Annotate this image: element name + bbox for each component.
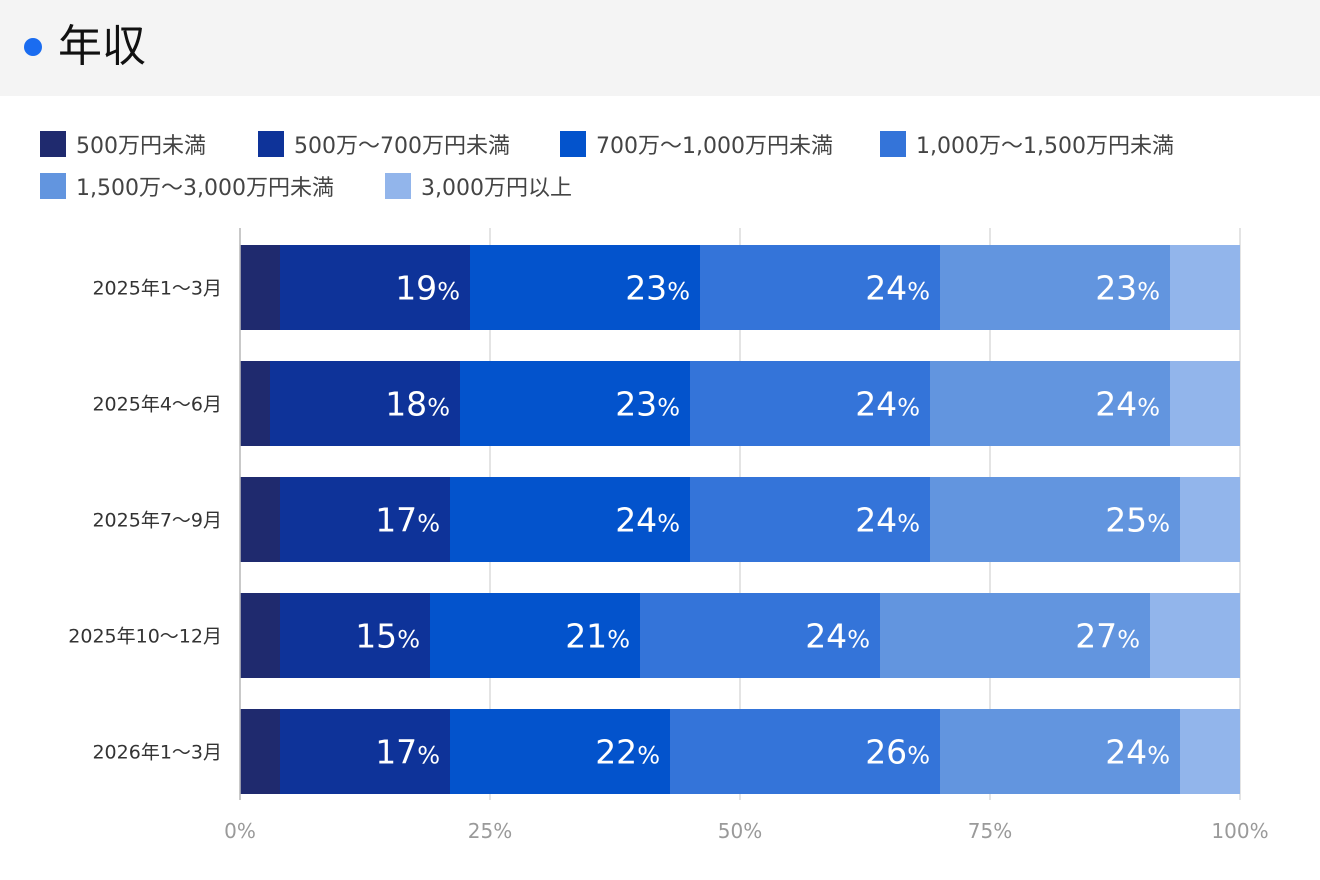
category-label: 2026年1〜3月 [92, 742, 222, 764]
bar-segment [930, 361, 1170, 446]
category-label: 2025年7〜9月 [92, 510, 222, 532]
bar-segment [280, 245, 470, 330]
data-label: 24% [805, 617, 870, 656]
legend-label: 1,000万〜1,500万円未満 [916, 134, 1174, 159]
bar-segment [940, 709, 1180, 794]
legend-item: 500万〜700万円未満 [258, 124, 510, 164]
bar-segment [930, 477, 1180, 562]
bar-segment [270, 361, 460, 446]
bar-segment [1170, 245, 1240, 330]
legend-item: 3,000万円以上 [385, 166, 572, 206]
data-label: 24% [855, 385, 920, 424]
x-tick-label: 0% [224, 819, 256, 843]
data-label: 24% [1095, 385, 1160, 424]
legend-swatch [385, 173, 411, 199]
bar-segment [450, 477, 690, 562]
bar-segment [430, 593, 640, 678]
bar-segment [240, 477, 280, 562]
legend-swatch [40, 131, 66, 157]
legend-label: 500万〜700万円未満 [294, 134, 510, 159]
bar-segment [880, 593, 1150, 678]
bar-segment [1180, 709, 1240, 794]
bar-segment [640, 593, 880, 678]
bar-segment [700, 245, 940, 330]
data-label: 23% [625, 269, 690, 308]
data-label: 17% [375, 501, 440, 540]
bar-segment [1170, 361, 1240, 446]
data-label: 15% [355, 617, 420, 656]
bar-segment [690, 477, 930, 562]
data-label: 22% [595, 733, 660, 772]
legend-item: 1,500万〜3,000万円未満 [40, 166, 334, 206]
legend-item: 1,000万〜1,500万円未満 [880, 124, 1174, 164]
bar-segment [240, 709, 280, 794]
category-label: 2025年4〜6月 [92, 394, 222, 416]
bar-segment [240, 593, 280, 678]
chart-header: 年収 [0, 0, 1320, 96]
bar-segment [670, 709, 940, 794]
category-label: 2025年1〜3月 [92, 278, 222, 300]
bar-segment [690, 361, 930, 446]
bar-segment [1180, 477, 1240, 562]
bar-segment [470, 245, 700, 330]
bar-segment [240, 361, 270, 446]
data-label: 27% [1075, 617, 1140, 656]
bar-segment [280, 709, 450, 794]
x-tick-label: 50% [718, 819, 762, 843]
data-label: 25% [1105, 501, 1170, 540]
data-label: 24% [855, 501, 920, 540]
legend-label: 700万〜1,000万円未満 [596, 134, 833, 159]
data-label: 23% [615, 385, 680, 424]
legend-swatch [880, 131, 906, 157]
bar-segment [460, 361, 690, 446]
data-label: 18% [385, 385, 450, 424]
bar-segment [450, 709, 670, 794]
legend-swatch [560, 131, 586, 157]
title-bullet-icon [24, 38, 42, 56]
data-label: 26% [865, 733, 930, 772]
chart-title: 年収 [58, 21, 146, 72]
bar-segment [280, 593, 430, 678]
legend-item: 500万円未満 [40, 124, 206, 164]
data-label: 21% [565, 617, 630, 656]
legend-swatch [258, 131, 284, 157]
x-tick-label: 25% [468, 819, 512, 843]
data-label: 17% [375, 733, 440, 772]
data-label: 19% [395, 269, 460, 308]
bar-segment [240, 245, 280, 330]
bar-segment [940, 245, 1170, 330]
bar-segment [280, 477, 450, 562]
data-label: 24% [1105, 733, 1170, 772]
data-label: 24% [865, 269, 930, 308]
legend-item: 700万〜1,000万円未満 [560, 124, 833, 164]
category-label: 2025年10〜12月 [68, 626, 222, 648]
x-tick-label: 75% [968, 819, 1012, 843]
x-tick-label: 100% [1211, 819, 1268, 843]
data-label: 23% [1095, 269, 1160, 308]
bar-segment [1150, 593, 1240, 678]
legend-label: 500万円未満 [76, 134, 206, 159]
legend-label: 3,000万円以上 [421, 176, 572, 201]
legend-label: 1,500万〜3,000万円未満 [76, 176, 334, 201]
data-label: 24% [615, 501, 680, 540]
legend-swatch [40, 173, 66, 199]
